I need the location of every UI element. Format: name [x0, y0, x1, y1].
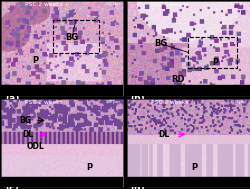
Text: 50 μm: 50 μm — [231, 100, 245, 104]
Text: P: P — [190, 163, 197, 172]
Text: P: P — [212, 58, 218, 67]
Text: DL: DL — [158, 130, 168, 139]
Bar — [52, 20, 99, 53]
Text: PSC 2 weeks: PSC 2 weeks — [25, 2, 63, 7]
Bar — [1, 177, 123, 187]
Text: BG: BG — [154, 39, 167, 48]
Bar — [188, 37, 236, 68]
Text: PSC 2 weeks: PSC 2 weeks — [25, 100, 63, 105]
Text: 50 μm: 50 μm — [106, 2, 119, 6]
Bar — [126, 85, 249, 96]
Text: (a): (a) — [5, 94, 19, 102]
Text: BG: BG — [65, 33, 78, 42]
Text: P: P — [86, 163, 92, 172]
Text: (d): (d) — [130, 184, 144, 189]
Text: ODL: ODL — [26, 142, 44, 151]
Text: RD: RD — [171, 75, 184, 84]
Text: (b): (b) — [130, 94, 144, 102]
Text: DL: DL — [22, 130, 34, 139]
Text: PSC 6 weeks: PSC 6 weeks — [150, 100, 188, 105]
Bar — [1, 85, 123, 96]
Bar — [126, 177, 249, 187]
Text: P: P — [32, 56, 38, 65]
Text: BG: BG — [20, 116, 32, 125]
Text: (c): (c) — [5, 184, 18, 189]
Text: PSC 6 weeks: PSC 6 weeks — [150, 2, 188, 7]
Text: 200 μm: 200 μm — [229, 2, 245, 6]
Text: 50 μm: 50 μm — [106, 100, 119, 104]
